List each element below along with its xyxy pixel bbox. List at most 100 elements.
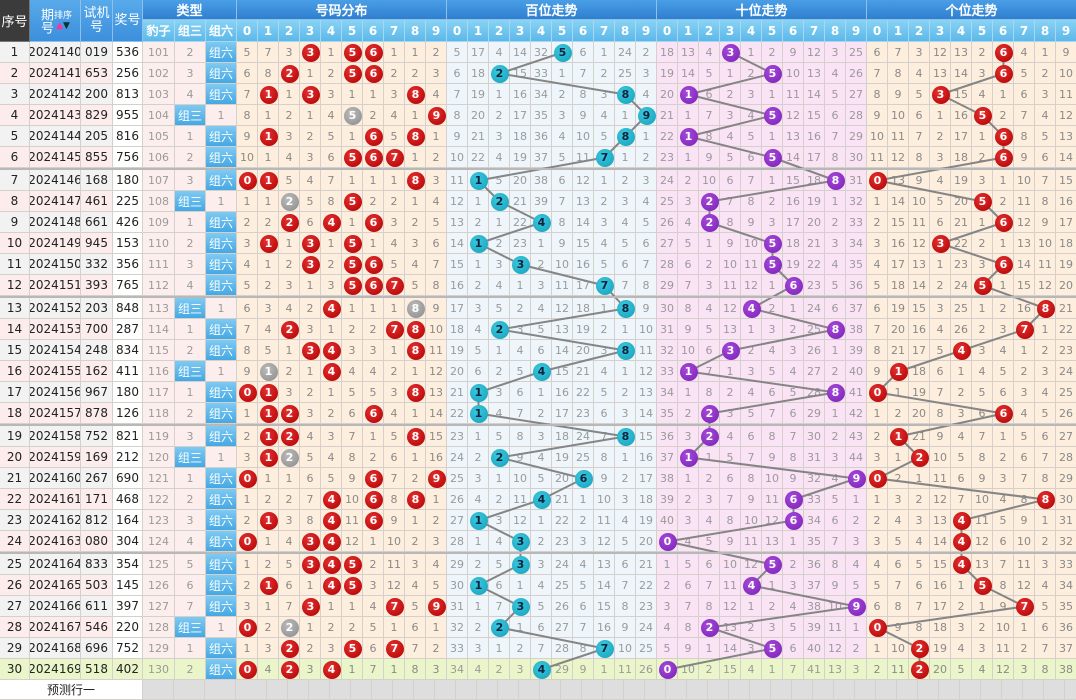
forecast-cell[interactable] <box>750 680 771 700</box>
row-prize: 468 <box>113 489 143 510</box>
row-test: 169 <box>81 447 113 468</box>
dist-cell: 2 <box>321 403 342 424</box>
forecast-cell[interactable] <box>603 680 624 700</box>
dist-hit-ball: 3 <box>301 555 320 574</box>
header-dist-digit-7: 7 <box>384 20 405 42</box>
forecast-cell[interactable] <box>1002 680 1023 700</box>
units-cell: 2 <box>909 489 930 510</box>
units-cell: 2 <box>1035 531 1056 552</box>
forecast-cell[interactable] <box>143 680 174 700</box>
forecast-cell[interactable] <box>582 680 603 700</box>
tens-cell: 8 <box>720 510 741 531</box>
sort-arrows-icon[interactable]: ▲▼ <box>56 20 70 31</box>
hundreds-cell: 2 <box>636 147 657 168</box>
dist-hit-ball: 4 <box>322 362 341 381</box>
forecast-cell[interactable] <box>205 680 236 700</box>
tens-cell: 9 <box>783 468 804 489</box>
forecast-cell[interactable] <box>645 680 666 700</box>
forecast-cell[interactable] <box>414 680 435 700</box>
tens-hit-ball: 2 <box>700 192 719 211</box>
units-hit-ball: 6 <box>994 213 1013 232</box>
forecast-cell[interactable] <box>918 680 939 700</box>
type-cell-zuliu: 组六 <box>206 254 237 275</box>
dist-cell: 9 <box>426 298 447 319</box>
forecast-cell[interactable] <box>855 680 876 700</box>
forecast-cell[interactable] <box>729 680 750 700</box>
forecast-cell[interactable] <box>876 680 897 700</box>
forecast-cell[interactable] <box>897 680 918 700</box>
forecast-cell[interactable] <box>519 680 540 700</box>
units-cell: 8 <box>1035 659 1056 680</box>
forecast-cell[interactable] <box>288 680 309 700</box>
hundreds-cell: 12 <box>594 531 615 552</box>
forecast-cell[interactable] <box>435 680 456 700</box>
tens-cell: 44 <box>846 447 867 468</box>
forecast-cell[interactable] <box>236 680 267 700</box>
units-cell: 1 <box>1035 510 1056 531</box>
row-period: 2024165 <box>30 575 81 596</box>
forecast-cell[interactable] <box>981 680 1002 700</box>
forecast-cell[interactable] <box>372 680 393 700</box>
sort-label[interactable]: 排序 <box>53 10 72 21</box>
dist-cell: 5 <box>258 340 279 361</box>
forecast-cell[interactable] <box>351 680 372 700</box>
forecast-cell[interactable] <box>477 680 498 700</box>
type-cell-zusan: 6 <box>175 575 206 596</box>
row-period: 2024161 <box>30 489 81 510</box>
units-cell: 1 <box>993 84 1014 105</box>
header-tens-digit-9: 9 <box>846 20 867 42</box>
units-cell: 22 <box>951 233 972 254</box>
dist-cell: 1 <box>384 659 405 680</box>
forecast-cell[interactable] <box>1023 680 1044 700</box>
dist-cell: 1 <box>258 468 279 489</box>
forecast-cell[interactable] <box>561 680 582 700</box>
type-cell-zusan: 4 <box>175 531 206 552</box>
hundreds-cell: 3 <box>615 489 636 510</box>
forecast-cell[interactable] <box>456 680 477 700</box>
forecast-cell[interactable] <box>174 680 205 700</box>
dist-hit-ball: 1 <box>259 448 278 467</box>
forecast-cell[interactable] <box>960 680 981 700</box>
hundreds-cell: 33 <box>531 63 552 84</box>
type-cell-zuliu: 组六 <box>206 170 237 191</box>
units-cell: 8 <box>909 617 930 638</box>
dist-cell: 3 <box>426 659 447 680</box>
tens-cell: 2 <box>783 554 804 575</box>
forecast-cell[interactable] <box>939 680 960 700</box>
forecast-cell[interactable] <box>771 680 792 700</box>
forecast-cell[interactable] <box>792 680 813 700</box>
tens-cell: 1 <box>657 554 678 575</box>
header-dist-digit-2: 2 <box>279 20 300 42</box>
forecast-cell[interactable] <box>1065 680 1076 700</box>
type-cell-baozi: 121 <box>143 468 175 489</box>
type-cell-baozi: 127 <box>143 596 175 617</box>
tens-cell: 13 <box>783 126 804 147</box>
header-period[interactable]: 期号 排序 ▲▼ <box>30 0 81 42</box>
hundreds-cell: 18 <box>468 63 489 84</box>
hundreds-hit-ball: 2 <box>490 192 509 211</box>
forecast-cell[interactable] <box>834 680 855 700</box>
forecast-cell[interactable] <box>687 680 708 700</box>
units-cell: 11 <box>888 126 909 147</box>
forecast-cell[interactable] <box>330 680 351 700</box>
forecast-cell[interactable] <box>624 680 645 700</box>
forecast-cell[interactable] <box>1044 680 1065 700</box>
forecast-cell[interactable] <box>666 680 687 700</box>
forecast-cell[interactable] <box>708 680 729 700</box>
forecast-cell[interactable] <box>309 680 330 700</box>
units-cell: 11 <box>972 510 993 531</box>
dist-cell: 9 <box>384 510 405 531</box>
tens-cell: 39 <box>804 617 825 638</box>
forecast-cell[interactable] <box>267 680 288 700</box>
forecast-cell[interactable] <box>498 680 519 700</box>
row-prize: 821 <box>113 426 143 447</box>
forecast-cell[interactable] <box>813 680 834 700</box>
units-cell: 33 <box>1056 554 1076 575</box>
hundreds-cell: 1 <box>531 510 552 531</box>
forecast-cell[interactable] <box>393 680 414 700</box>
units-cell: 12 <box>1056 105 1076 126</box>
hundreds-hit-ball: 3 <box>511 255 530 274</box>
forecast-cell[interactable] <box>540 680 561 700</box>
hundreds-cell: 21 <box>468 126 489 147</box>
type-cell-zusan: 3 <box>175 510 206 531</box>
